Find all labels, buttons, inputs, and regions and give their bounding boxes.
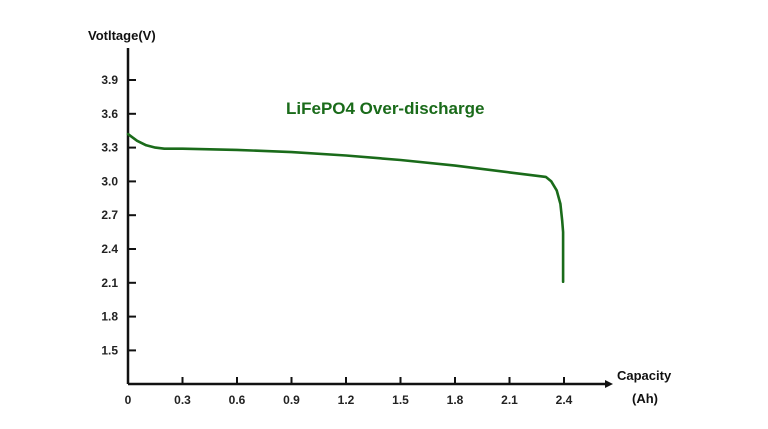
x-tick-label: 1.8 — [447, 393, 464, 407]
x-tick-label: 0.9 — [283, 393, 300, 407]
x-tick-label: 1.2 — [338, 393, 355, 407]
y-tick-label: 1.8 — [101, 310, 118, 324]
series-line — [126, 132, 565, 283]
x-tick-label: 0.3 — [174, 393, 191, 407]
y-tick-label: 2.4 — [101, 242, 118, 256]
x-axis-arrow — [605, 380, 613, 388]
x-tick-label: 0 — [125, 393, 132, 407]
y-tick-label: 3.3 — [101, 141, 118, 155]
x-tick-label: 1.5 — [392, 393, 409, 407]
y-tick-label: 3.0 — [101, 174, 118, 188]
y-tick-label: 2.1 — [101, 276, 118, 290]
x-axis-ticks: 0 0.3 0.6 0.9 1.2 1.5 1.8 2.1 2.4 — [125, 377, 573, 407]
chart-title: LiFePO4 Over-discharge — [286, 99, 484, 118]
x-axis-unit-label: (Ah) — [632, 391, 658, 406]
y-tick-label: 2.7 — [101, 208, 118, 222]
y-tick-label: 3.6 — [101, 107, 118, 121]
x-tick-label: 2.1 — [501, 393, 518, 407]
x-tick-label: 2.4 — [556, 393, 573, 407]
x-tick-label: 0.6 — [229, 393, 246, 407]
x-axis-label: Capacity — [617, 368, 672, 383]
y-tick-label: 1.5 — [101, 343, 118, 357]
y-tick-label: 3.9 — [101, 73, 118, 87]
y-axis-ticks: 1.5 1.8 2.1 2.4 2.7 3.0 3.3 3.6 3.9 — [101, 73, 136, 357]
y-axis-label: Votltage(V) — [88, 28, 156, 43]
